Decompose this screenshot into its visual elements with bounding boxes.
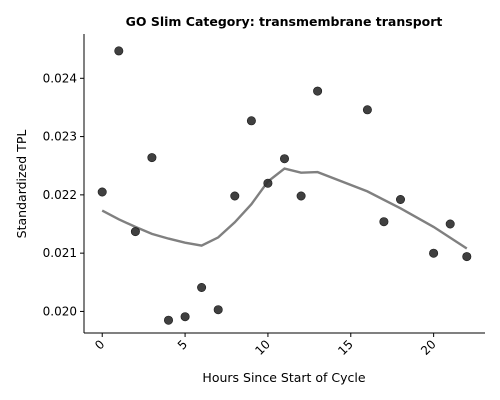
data-point (114, 46, 124, 56)
data-point (429, 248, 439, 258)
data-point (147, 153, 157, 163)
data-point (296, 191, 306, 201)
x-tick-label: 20 (418, 337, 439, 358)
data-point (395, 195, 405, 205)
chart-title: GO Slim Category: transmembrane transpor… (126, 14, 443, 29)
data-point (313, 86, 323, 96)
data-point (246, 116, 256, 126)
x-tick-label: 5 (175, 337, 190, 352)
data-point (445, 219, 455, 229)
plot-area: 0.020 0.021 0.022 0.023 0.024 0 5 10 15 20 (43, 34, 485, 358)
x-tick-label: 15 (335, 337, 356, 358)
y-tick-label: 0.024 (43, 71, 77, 85)
data-point (263, 178, 273, 188)
y-tick-label: 0.021 (43, 246, 77, 260)
x-tick-label: 10 (252, 337, 273, 358)
x-axis-label: Hours Since Start of Cycle (202, 370, 365, 385)
data-point (130, 227, 140, 237)
data-point (97, 187, 107, 197)
data-point (213, 305, 223, 315)
y-tick-label: 0.022 (43, 188, 77, 202)
trend-line (101, 167, 468, 250)
y-tick-label: 0.020 (43, 304, 77, 318)
data-point (462, 252, 472, 262)
data-point (180, 312, 190, 322)
y-axis-label: Standardized TPL (14, 130, 29, 239)
data-point (362, 105, 372, 115)
x-tick-label: 0 (92, 337, 107, 352)
data-point (379, 217, 389, 227)
y-tick-label: 0.023 (43, 130, 77, 144)
data-point (230, 191, 240, 201)
data-point (197, 282, 207, 292)
data-point (164, 315, 174, 325)
data-point (279, 154, 289, 164)
